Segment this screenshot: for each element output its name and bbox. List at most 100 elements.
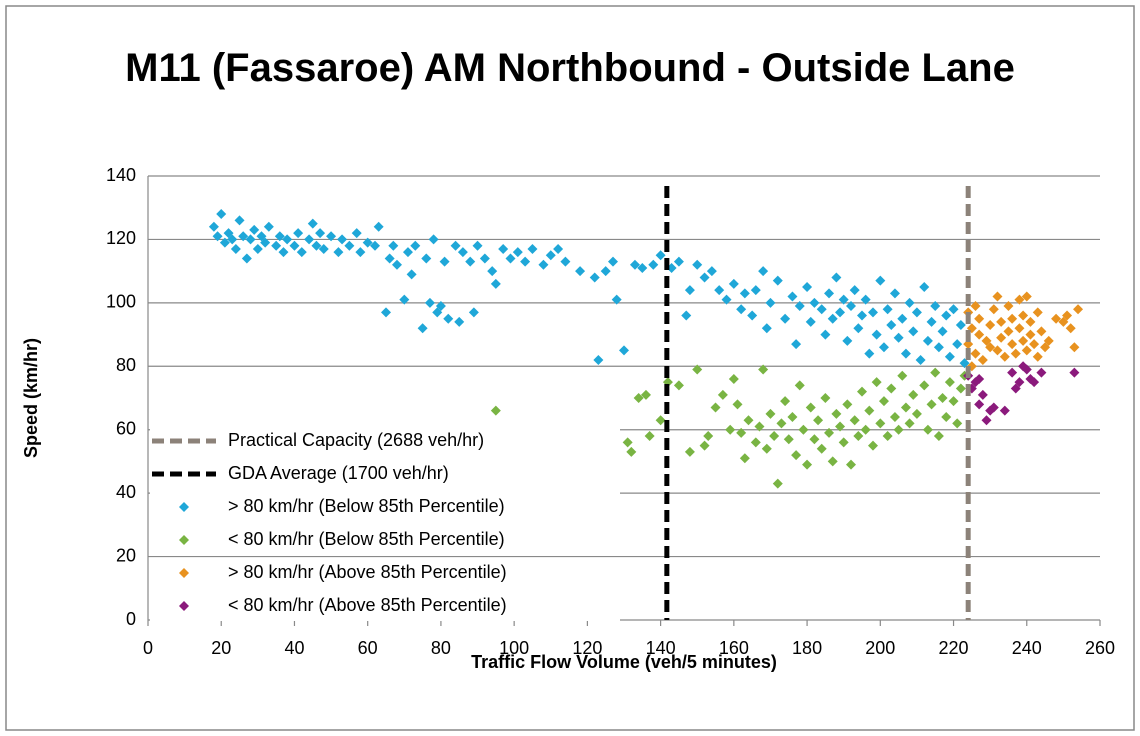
point xyxy=(889,288,900,299)
point xyxy=(633,393,644,403)
point xyxy=(227,234,238,245)
point xyxy=(996,316,1007,327)
chart-frame xyxy=(5,5,1135,731)
point xyxy=(311,240,322,251)
point xyxy=(739,453,750,464)
point xyxy=(428,234,439,245)
point xyxy=(611,294,622,305)
point xyxy=(1007,339,1018,350)
point xyxy=(732,399,743,410)
point xyxy=(1062,310,1073,321)
y-tick-label: 60 xyxy=(116,418,136,438)
point xyxy=(886,383,897,394)
legend-swatch xyxy=(179,502,189,512)
point xyxy=(344,240,355,251)
point xyxy=(911,307,922,318)
point xyxy=(293,228,304,239)
point xyxy=(241,253,252,264)
point xyxy=(988,402,999,413)
point xyxy=(985,320,996,331)
x-tick-label: 60 xyxy=(358,638,378,658)
point xyxy=(838,437,849,448)
point xyxy=(402,247,413,258)
point xyxy=(747,310,758,321)
x-tick-label: 260 xyxy=(1085,638,1115,658)
point xyxy=(443,313,454,324)
point xyxy=(871,377,882,388)
point xyxy=(629,259,640,270)
point xyxy=(860,424,871,435)
legend-label: > 80 km/hr (Above 85th Percentile) xyxy=(228,562,507,582)
point xyxy=(835,421,846,432)
point xyxy=(435,301,446,312)
point xyxy=(333,247,344,258)
point xyxy=(944,351,955,362)
point xyxy=(450,240,461,251)
point xyxy=(838,294,849,305)
point xyxy=(849,285,860,296)
point xyxy=(911,408,922,419)
point xyxy=(355,247,366,258)
point xyxy=(857,310,867,321)
point xyxy=(1025,329,1036,340)
point xyxy=(1029,339,1040,350)
point xyxy=(655,415,666,426)
point xyxy=(1051,313,1062,324)
point xyxy=(699,440,710,451)
point xyxy=(955,320,966,331)
x-axis-label: Traffic Flow Volume (veh/5 minutes) xyxy=(471,652,777,672)
point xyxy=(589,272,600,283)
point xyxy=(820,393,831,403)
point xyxy=(315,228,326,239)
point xyxy=(728,278,739,289)
point xyxy=(783,434,794,445)
point xyxy=(673,256,684,267)
point xyxy=(941,412,952,423)
legend-label: Practical Capacity (2688 veh/hr) xyxy=(228,430,484,450)
point xyxy=(915,354,926,365)
x-tick-label: 220 xyxy=(939,638,969,658)
point xyxy=(922,335,933,346)
point xyxy=(787,412,798,423)
point xyxy=(560,256,571,267)
point xyxy=(867,440,878,451)
legend-swatch xyxy=(179,601,189,611)
point xyxy=(490,405,501,416)
point xyxy=(608,256,619,267)
point xyxy=(1018,335,1029,346)
point xyxy=(238,231,249,242)
point xyxy=(637,262,648,273)
point xyxy=(772,275,783,286)
point xyxy=(750,437,761,448)
x-tick-label: 160 xyxy=(719,638,749,658)
point xyxy=(278,247,289,258)
point xyxy=(520,256,531,267)
point xyxy=(889,412,900,423)
point xyxy=(996,332,1007,343)
point xyxy=(831,408,842,419)
point xyxy=(930,367,941,378)
point xyxy=(882,431,893,442)
legend-label: > 80 km/hr (Below 85th Percentile) xyxy=(228,496,505,516)
point xyxy=(498,243,509,254)
point xyxy=(373,221,384,232)
point xyxy=(417,323,428,334)
point xyxy=(824,288,835,299)
point xyxy=(933,342,944,353)
point xyxy=(1029,377,1040,388)
point xyxy=(681,310,692,321)
x-tick-label: 240 xyxy=(1012,638,1042,658)
point xyxy=(820,329,831,340)
point xyxy=(988,304,999,315)
point xyxy=(593,354,604,365)
point xyxy=(512,247,523,258)
y-tick-label: 100 xyxy=(106,292,136,312)
point xyxy=(893,424,904,435)
point xyxy=(809,434,820,445)
point xyxy=(904,418,915,429)
point xyxy=(370,240,381,251)
point xyxy=(717,389,728,400)
point xyxy=(1018,310,1029,321)
